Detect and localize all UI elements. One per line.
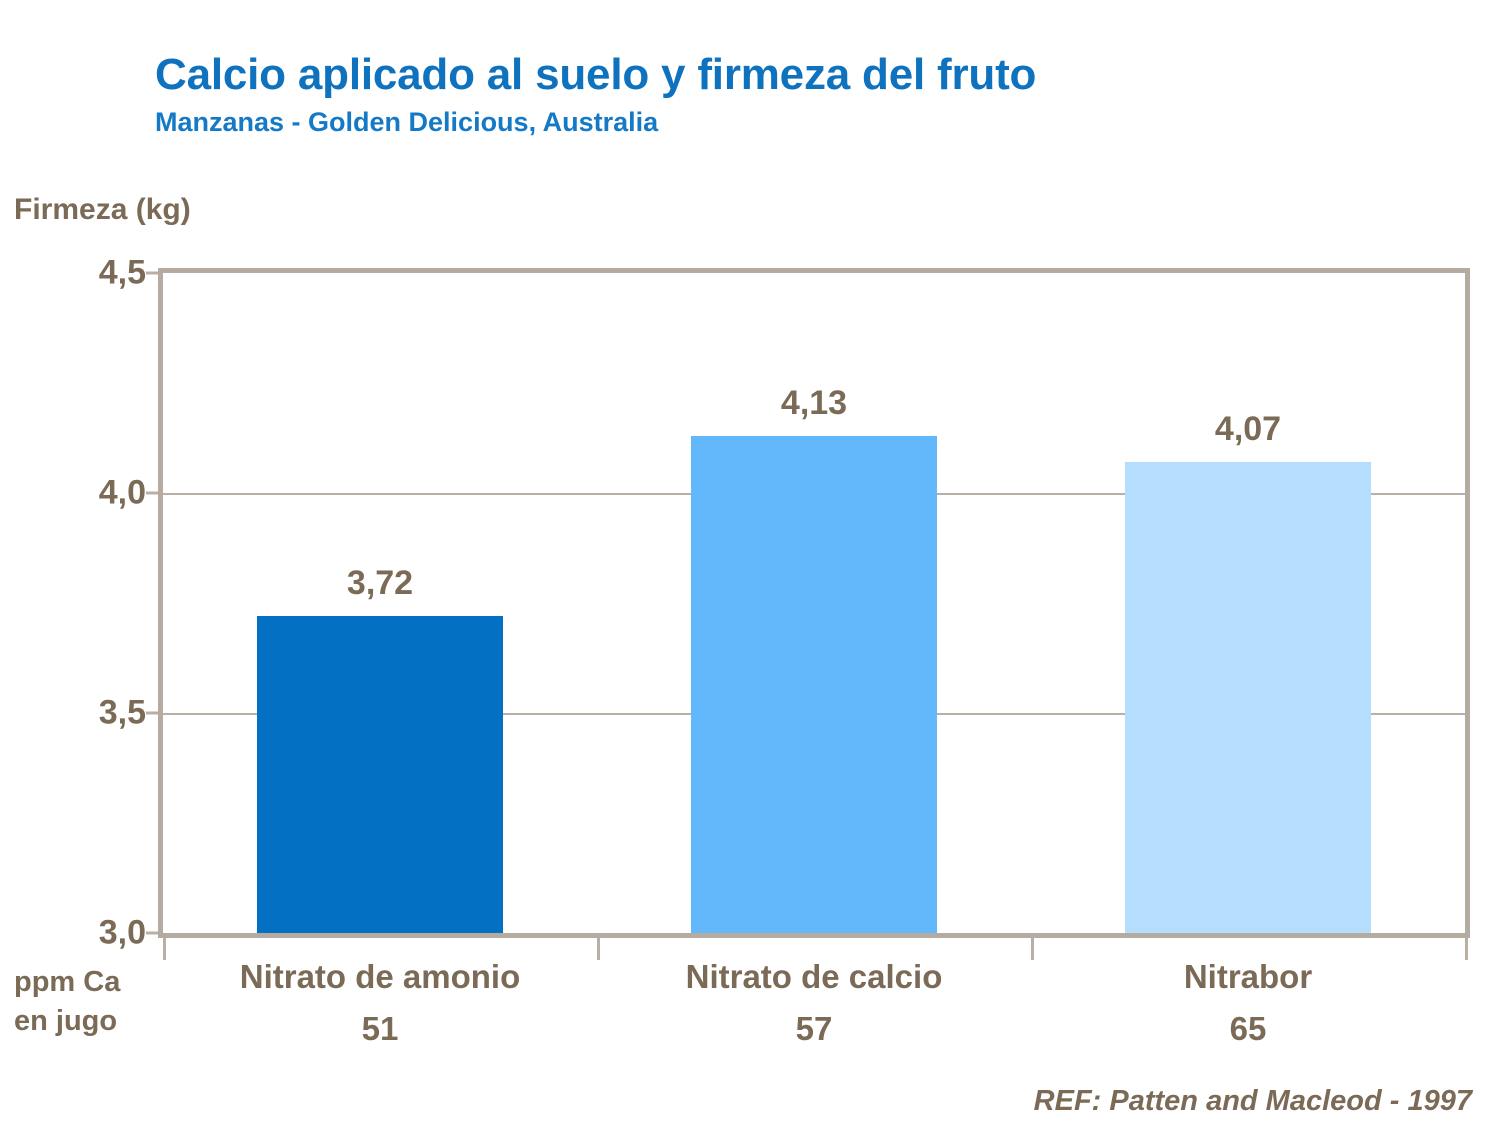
y-axis-tick-marks xyxy=(0,268,160,938)
x-axis-title-line1: ppm Ca xyxy=(14,966,121,998)
y-axis-tick-mark xyxy=(146,931,160,935)
y-axis-tick-label: 4,5 xyxy=(98,253,146,292)
y-axis-tick-mark xyxy=(146,711,160,715)
x-axis-category-name: Nitrato de calcio xyxy=(685,958,943,995)
x-axis-tick-mark xyxy=(1031,938,1034,960)
x-axis-category-ppm-value: 51 xyxy=(361,1009,399,1047)
x-axis-tick-mark xyxy=(597,938,600,960)
x-axis-tick-mark xyxy=(1465,938,1468,960)
x-axis-title: ppm Ca en jugo xyxy=(14,963,120,1041)
bar-value-label: 4,07 xyxy=(1214,410,1282,449)
x-axis-category: Nitrato de amonio 51 xyxy=(163,958,597,1048)
bar-value-label: 4,13 xyxy=(780,383,848,422)
y-axis-title: Firmeza (kg) xyxy=(14,193,191,226)
x-axis-category-name: Nitrabor xyxy=(1183,958,1313,995)
bar[interactable] xyxy=(257,616,503,933)
x-axis-category-ppm-value: 57 xyxy=(795,1009,833,1047)
x-axis-category: Nitrato de calcio 57 xyxy=(597,958,1031,1048)
x-axis-category-labels: Nitrato de amonio 51 Nitrato de calcio 57 Ni… xyxy=(158,958,1470,1068)
y-axis-tick-labels: 3,0 3,5 4,0 4,5 xyxy=(0,254,146,952)
y-axis-tick-label: 3,5 xyxy=(98,693,146,732)
bar-value-label: 3,72 xyxy=(346,564,414,603)
chart-title-block: Calcio aplicado al suelo y firmeza del f… xyxy=(155,50,1355,138)
y-axis-tick-mark xyxy=(146,271,160,275)
reference-annotation: REF: Patten and Macleod - 1997 xyxy=(1033,1085,1472,1117)
x-axis-tick-mark xyxy=(163,938,166,960)
x-axis-category-ppm-value: 65 xyxy=(1229,1009,1267,1047)
y-axis-tick-mark xyxy=(146,491,160,495)
bar[interactable] xyxy=(1125,462,1371,933)
x-axis-tick-marks xyxy=(158,938,1470,960)
x-axis-category: Nitrabor 65 xyxy=(1031,958,1465,1048)
page-title: Calcio aplicado al suelo y firmeza del f… xyxy=(155,50,1037,99)
y-axis-tick-label: 3,0 xyxy=(98,913,146,952)
plot-inner: 3,72 4,13 4,07 xyxy=(163,273,1465,933)
plot-area: 3,72 4,13 4,07 xyxy=(158,268,1470,938)
bar[interactable] xyxy=(691,435,937,933)
x-axis-title-line2: en jugo xyxy=(14,1005,118,1038)
x-axis-category-name: Nitrato de amonio xyxy=(239,958,521,995)
y-axis-tick-label: 4,0 xyxy=(98,473,146,512)
chart-subtitle: Manzanas - Golden Delicious, Australia xyxy=(155,107,659,138)
